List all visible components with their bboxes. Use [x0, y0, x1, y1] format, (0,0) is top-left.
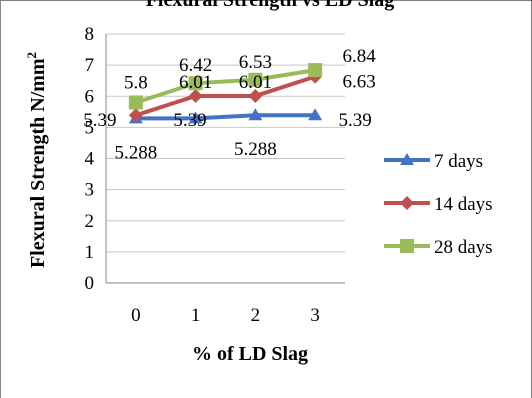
data-label-14-days-3: 6.63 [343, 72, 376, 93]
legend-label-28-days: 28 days [434, 237, 493, 258]
data-label-7-days-0: 5.288 [115, 142, 158, 163]
data-label-28-days-0: 5.8 [124, 72, 148, 93]
legend-marker-28-days [400, 239, 414, 253]
data-label-14-days-1: 6.01 [179, 72, 212, 93]
legend-marker-7-days [400, 153, 414, 165]
x-tick-label-3: 3 [310, 305, 320, 326]
legend-label-7-days: 7 days [434, 151, 483, 172]
x-tick-label-2: 2 [251, 305, 261, 326]
y-axis-title-main: Flexural Strength N/mm [27, 58, 49, 268]
y-axis-title-sup: 2 [24, 52, 39, 59]
x-ticks: 0 1 2 3 [131, 305, 320, 326]
y-tick-label-8: 8 [85, 24, 95, 45]
y-tick-label-6: 6 [85, 86, 95, 107]
y-axis-title: Flexural Strength N/mm2 [24, 52, 49, 268]
y-tick-label-3: 3 [85, 180, 95, 201]
legend-marker-14-days [400, 196, 414, 210]
x-tick-label-0: 0 [131, 305, 141, 326]
chart-title: Flexural Strength vs LD Slag [146, 0, 395, 11]
y-tick-label-1: 1 [85, 242, 95, 263]
y-ticks: 0 1 2 3 4 5 6 7 8 [85, 24, 95, 294]
data-label-28-days-2: 6.53 [239, 52, 272, 73]
x-axis-title: % of LD Slag [192, 343, 308, 365]
data-label-14-days-0: 5.39 [83, 110, 116, 131]
y-tick-label-5: 5 [85, 117, 95, 138]
data-label-28-days-3: 6.84 [343, 46, 377, 67]
series-group [128, 63, 323, 124]
data-label-28-days-1: 6.42 [179, 55, 212, 76]
data-label-7-days-2: 5.288 [234, 139, 277, 160]
x-tick-label-1: 1 [191, 305, 201, 326]
y-tick-label-4: 4 [85, 149, 95, 170]
point-28-days-2 [248, 72, 263, 87]
point-7-days-2 [248, 108, 263, 121]
series-line-7-days [135, 113, 316, 121]
point-14-days-0 [128, 108, 143, 123]
grid [105, 33, 345, 284]
y-tick-label-0: 0 [85, 273, 95, 294]
point-28-days-0 [128, 95, 143, 110]
series-line-28-days [135, 68, 316, 105]
legend: 7 days 14 days 28 days [384, 151, 493, 258]
point-7-days-1 [188, 111, 203, 124]
point-14-days-2 [248, 88, 263, 103]
y-tick-label-7: 7 [85, 55, 95, 76]
point-28-days-3 [308, 63, 323, 78]
legend-label-14-days: 14 days [434, 194, 493, 215]
series-line-14-days [135, 74, 316, 118]
point-28-days-1 [188, 76, 203, 91]
point-7-days-3 [308, 108, 323, 121]
data-label-14-days-2: 6.01 [239, 72, 272, 93]
data-label-7-days-3: 5.39 [339, 110, 372, 131]
data-label-extra: 5.39 [173, 110, 206, 131]
data-labels: 5.288 5.288 5.39 5.39 6.01 6.01 6.63 5.8 6.42 6.5… [83, 46, 376, 163]
point-14-days-1 [188, 88, 203, 103]
y-tick-label-2: 2 [85, 211, 95, 232]
